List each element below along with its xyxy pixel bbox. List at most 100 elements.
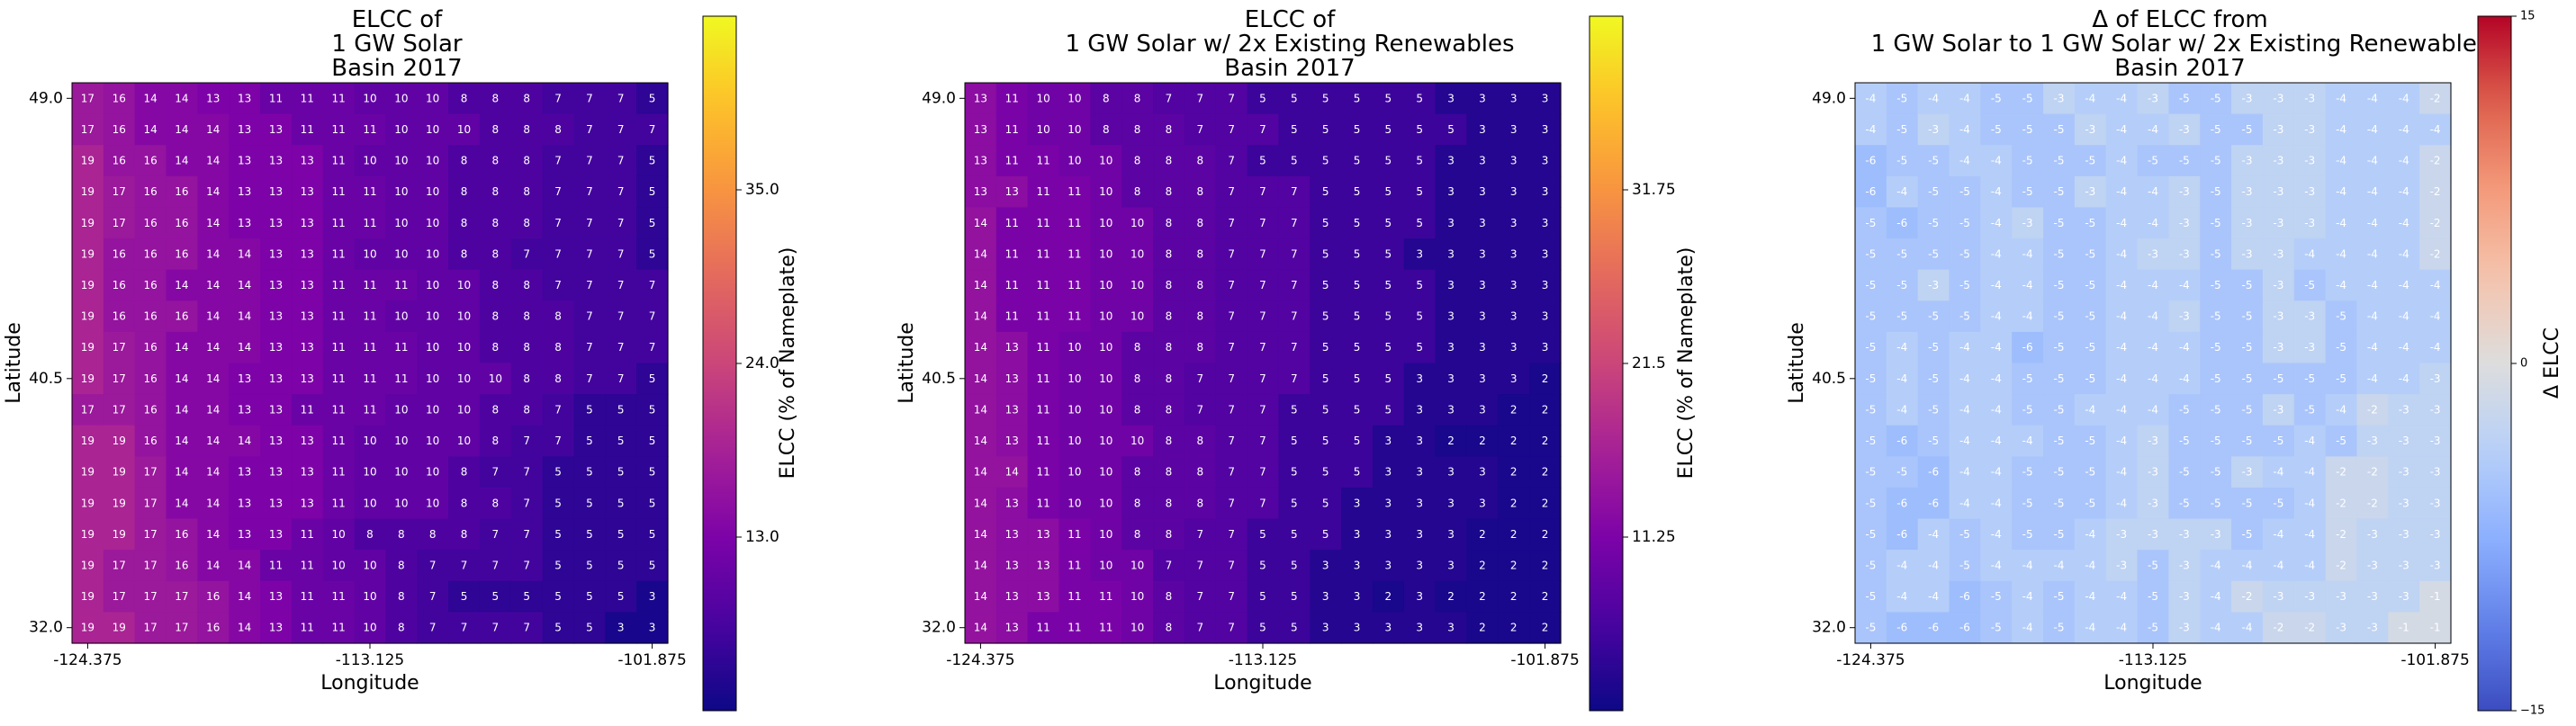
cell-value-label: -4 [1991, 310, 2002, 323]
heatmap-cell [1855, 300, 1887, 333]
heatmap-cell [260, 175, 293, 209]
y-tick-label: 40.5 [1812, 370, 1846, 388]
heatmap-cell [134, 83, 167, 115]
cell-value-label: 3 [1447, 559, 1455, 571]
heatmap-cell [1403, 83, 1437, 115]
cell-value-label: -6 [1928, 466, 1939, 479]
cell-value-label: 11 [332, 185, 346, 198]
heatmap-cell [1886, 487, 1919, 520]
cell-value-label: 5 [461, 590, 468, 603]
heatmap-cell [1184, 300, 1217, 333]
heatmap-cell [322, 113, 356, 146]
heatmap-cell [2388, 331, 2420, 364]
heatmap-cell [260, 425, 293, 457]
cell-value-label: 11 [1036, 155, 1049, 167]
heatmap-cell [2043, 145, 2076, 177]
heatmap-cell [2105, 518, 2139, 551]
heatmap-cell [636, 83, 669, 115]
heatmap-cell [1855, 580, 1887, 613]
cell-value-label: 7 [523, 466, 530, 479]
cell-value-label: 5 [554, 622, 562, 634]
cell-value-label: -5 [1865, 528, 1876, 541]
heatmap-cell [965, 363, 997, 395]
cell-value-label: 14 [974, 590, 987, 603]
cell-value-label: -4 [2399, 185, 2409, 198]
cell-value-label: -6 [1865, 155, 1876, 167]
cell-value-label: 2 [1542, 403, 1549, 416]
cell-value-label: -4 [2022, 622, 2033, 634]
cell-value-label: 5 [1291, 590, 1298, 603]
cell-value-label: -3 [2273, 92, 2283, 104]
cell-value-label: 11 [332, 590, 346, 603]
heatmap-cell [2074, 238, 2107, 271]
cell-value-label: 7 [554, 279, 562, 291]
heatmap-cell [385, 363, 418, 395]
cell-value-label: -5 [2022, 403, 2033, 416]
cell-value-label: 14 [974, 528, 987, 541]
heatmap-cell [1886, 83, 1919, 115]
heatmap-cell [103, 207, 136, 239]
heatmap-cell [1980, 394, 2013, 426]
heatmap-cell [605, 518, 637, 551]
cell-value-label: 2 [1479, 528, 1486, 541]
heatmap-cell [1403, 269, 1437, 301]
cell-value-label: 3 [1510, 217, 1518, 229]
heatmap-cell [1855, 425, 1887, 457]
cell-value-label: 7 [649, 341, 656, 354]
cell-value-label: 3 [649, 622, 656, 634]
heatmap-cell [1529, 518, 1562, 551]
cell-value-label: -3 [2304, 590, 2315, 603]
cell-value-label: 3 [1479, 92, 1486, 104]
heatmap-cell [2074, 113, 2107, 146]
cell-value-label: 10 [1130, 217, 1144, 229]
cell-value-label: 5 [1291, 123, 1298, 136]
heatmap-cell [1949, 175, 1981, 209]
cell-value-label: -3 [2148, 466, 2158, 479]
cell-value-label: 11 [1067, 279, 1081, 291]
cell-value-label: -3 [2242, 155, 2253, 167]
heatmap-cell [2200, 550, 2232, 582]
cell-value-label: 7 [617, 279, 625, 291]
cell-value-label: 11 [1036, 435, 1049, 447]
heatmap-cell [229, 612, 261, 644]
cell-value-label: 8 [461, 247, 468, 260]
cell-value-label: -5 [1865, 435, 1876, 447]
cell-value-label: 19 [81, 247, 95, 260]
cell-value-label: 8 [1103, 92, 1110, 104]
cell-value-label: 3 [1416, 528, 1423, 541]
heatmap-cell [1529, 207, 1562, 239]
heatmap-cell [605, 83, 637, 115]
cell-value-label: 10 [363, 590, 376, 603]
heatmap-cell [2168, 612, 2201, 644]
heatmap-cell [2293, 300, 2327, 333]
heatmap-cell [260, 145, 293, 177]
heatmap-cell [1027, 145, 1060, 177]
heatmap-cell [573, 456, 606, 488]
cell-value-label: 2 [1479, 559, 1486, 571]
heatmap-cell [636, 207, 669, 239]
y-tick-label: 40.5 [922, 370, 956, 388]
cell-value-label: -5 [2053, 217, 2064, 229]
cell-value-label: -3 [2367, 590, 2378, 603]
heatmap-cell [354, 83, 387, 115]
cell-value-label: -5 [1865, 372, 1876, 385]
heatmap-cell [103, 518, 136, 551]
cell-value-label: 8 [554, 341, 562, 354]
cell-value-label: 3 [1416, 622, 1423, 634]
cell-value-label: 5 [1354, 155, 1361, 167]
cell-value-label: 16 [143, 341, 157, 354]
heatmap-cell [479, 207, 512, 239]
cell-value-label: 7 [1228, 559, 1235, 571]
heatmap-cell [1435, 113, 1468, 146]
heatmap-cell [573, 175, 606, 209]
cell-value-label: 14 [974, 435, 987, 447]
heatmap-cell [2168, 394, 2201, 426]
cell-value-label: 8 [1134, 403, 1141, 416]
cell-value-label: -5 [2148, 622, 2158, 634]
cell-value-label: 7 [1166, 92, 1173, 104]
cell-value-label: -5 [2179, 466, 2190, 479]
heatmap-cell [1090, 394, 1122, 426]
cell-value-label: 8 [366, 528, 374, 541]
cell-value-label: 3 [1416, 372, 1423, 385]
